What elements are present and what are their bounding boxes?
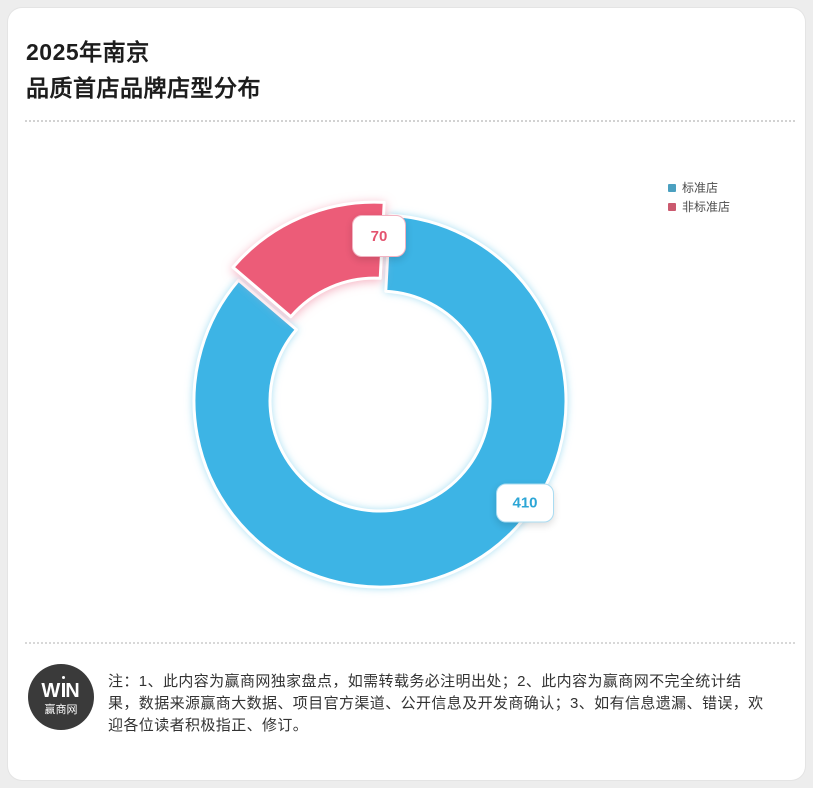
footer-note: 注：1、此内容为赢商网独家盘点，如需转载务必注明出处；2、此内容为赢商网不完全统… xyxy=(108,673,764,734)
header-divider xyxy=(25,120,795,122)
slice-standard[interactable] xyxy=(192,213,568,589)
legend-label-non_standard: 非标准店 xyxy=(682,200,731,214)
slice-value-label-standard: 410 xyxy=(496,483,554,523)
slice-non_standard[interactable] xyxy=(231,200,386,319)
slice-value-label-non_standard: 70 xyxy=(352,215,406,257)
chart-legend: 标准店 非标准店 xyxy=(668,182,730,213)
footer-divider xyxy=(25,642,795,644)
legend-item-non_standard[interactable]: 非标准店 xyxy=(668,201,730,213)
page-title: 2025年南京品质首店品牌店型分布 xyxy=(26,34,785,106)
header: 2025年南京品质首店品牌店型分布 xyxy=(8,8,805,120)
page-title-line2: 品质首店品牌店型分布 xyxy=(26,75,261,101)
donut-chart: 标准店非标准店 410 70 xyxy=(8,122,805,642)
donut-svg xyxy=(192,200,568,589)
legend-label-standard: 标准店 xyxy=(682,181,719,195)
legend-item-standard[interactable]: 标准店 xyxy=(668,182,730,194)
logo-cn-text: 赢商网 xyxy=(44,703,78,716)
legend-swatch-standard xyxy=(668,184,676,192)
legend-swatch-non_standard xyxy=(668,203,676,211)
page-title-line1: 2025年南京 xyxy=(26,39,150,65)
